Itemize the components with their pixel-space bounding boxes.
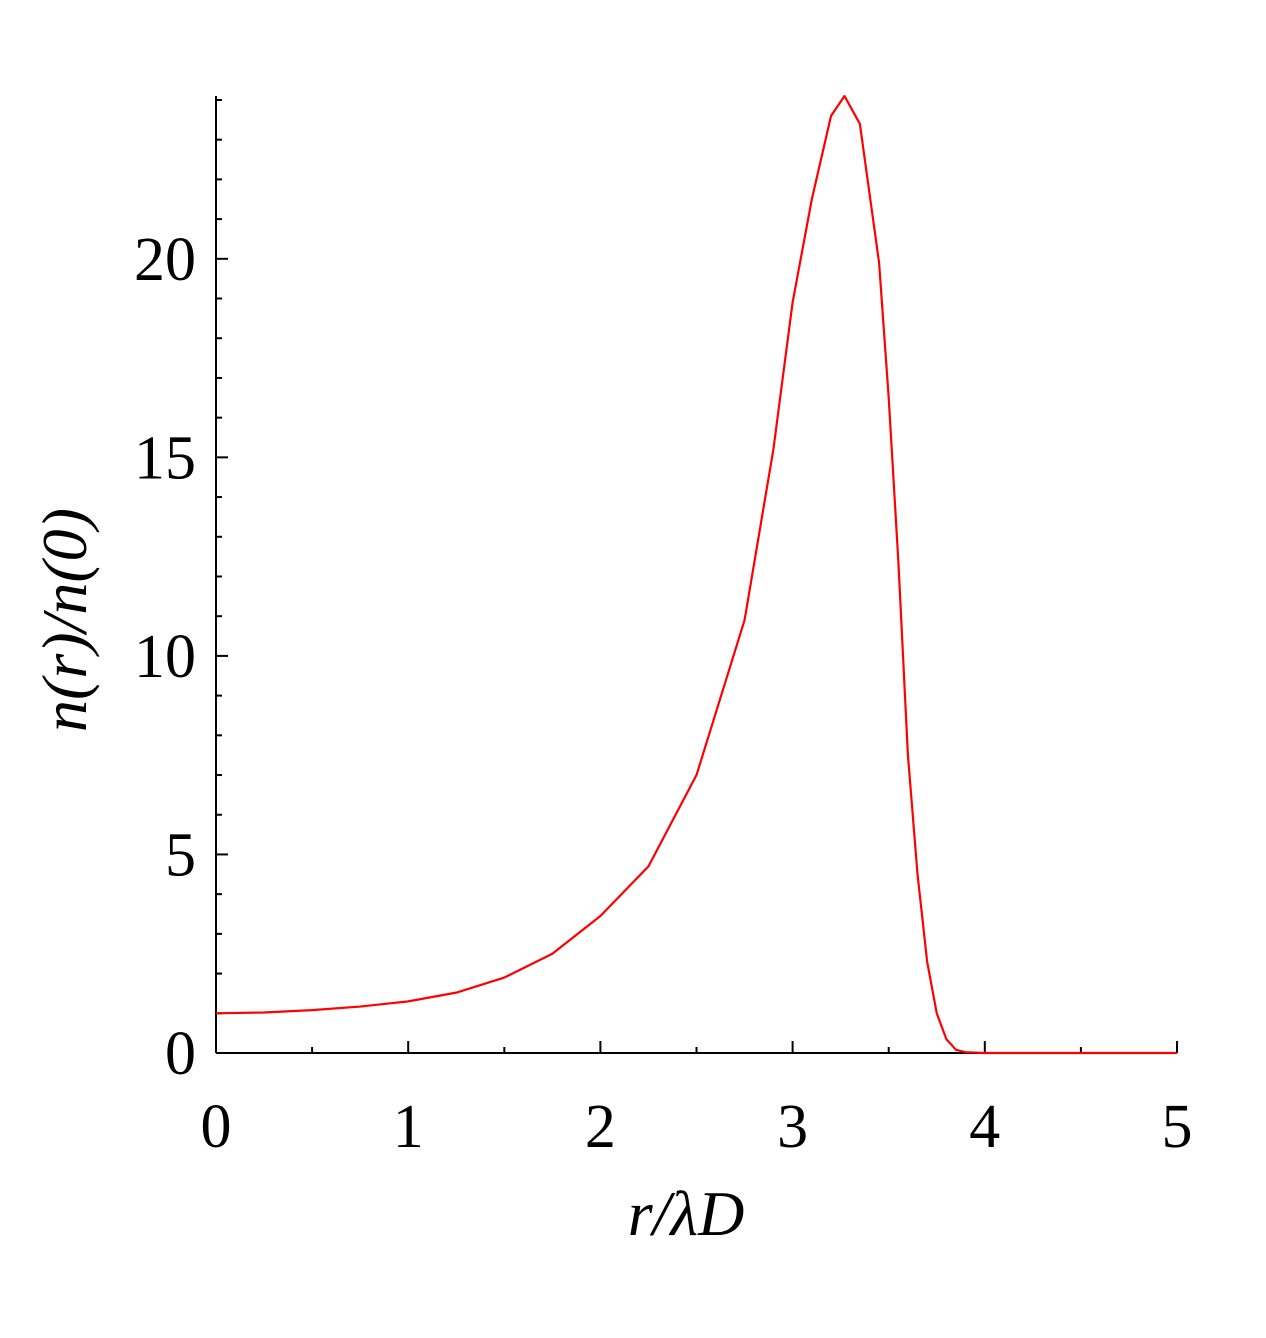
y-tick-label: 0 [165,1020,196,1088]
x-tick-label: 3 [777,1093,808,1161]
x-tick-label: 0 [201,1093,232,1161]
x-tick-label: 2 [585,1093,616,1161]
x-tick-label: 4 [969,1093,1000,1161]
y-tick-label: 10 [134,623,196,691]
y-tick-label: 15 [134,424,196,492]
x-axis-label: r/λD [628,1178,745,1249]
y-tick-label: 5 [165,821,196,889]
y-tick-label: 20 [134,226,196,294]
x-tick-label: 1 [393,1093,424,1161]
x-tick-label: 5 [1162,1093,1193,1161]
y-axis-label: n(r)/n(0) [29,508,100,732]
data-line [215,94,1177,1055]
